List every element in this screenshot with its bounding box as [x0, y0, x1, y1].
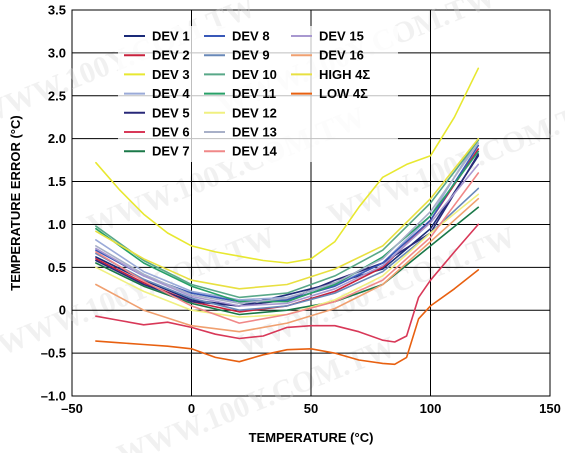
x-tick-label: 0 — [188, 401, 195, 416]
y-tick-label: –1.0 — [41, 389, 66, 404]
legend-label: DEV 2 — [152, 48, 190, 63]
legend: DEV 1 DEV 2 DEV 3 DEV 4 DEV 5 DEV 6 DEV 7 DEV 8… — [118, 26, 398, 162]
series-line-dev-3 — [95, 67, 480, 264]
y-tick-label: 1.0 — [48, 217, 66, 232]
legend-background — [118, 26, 398, 162]
legend-label: DEV 10 — [232, 67, 277, 82]
series-line-dev-9 — [95, 187, 480, 312]
y-tick-label: 3.5 — [48, 3, 66, 18]
series-line-low-4- — [95, 269, 480, 366]
x-axis-ticks: –50 0 50 100 150 — [61, 401, 561, 416]
legend-label: DEV 11 — [232, 86, 276, 101]
y-tick-label: 3.0 — [48, 45, 66, 60]
legend-label: DEV 16 — [319, 48, 364, 63]
legend-label: HIGH 4Σ — [319, 67, 370, 82]
legend-label: DEV 9 — [232, 48, 270, 63]
y-tick-label: –0.5 — [41, 346, 66, 361]
x-tick-label: 100 — [420, 401, 442, 416]
series-line-high-4- — [95, 137, 480, 290]
series-line-dev-6 — [95, 223, 480, 343]
series-line-dev-13 — [95, 142, 480, 305]
series-line-dev-11 — [95, 150, 480, 303]
legend-label: DEV 1 — [152, 29, 190, 44]
y-tick-label: 0 — [59, 303, 66, 318]
x-axis-title: TEMPERATURE (°C) — [249, 430, 374, 445]
series-line-dev-16 — [95, 197, 480, 333]
y-tick-label: 2.5 — [48, 88, 66, 103]
series-line-dev-10 — [95, 139, 480, 299]
y-axis-ticks: 3.5 3.0 2.5 2.0 1.5 1.0 0.5 0 –0.5 –1.0 — [41, 3, 66, 404]
legend-label: DEV 6 — [152, 125, 190, 140]
series-lines — [95, 67, 480, 366]
y-axis-title: TEMPERATURE ERROR (°C) — [8, 115, 23, 290]
series-line-dev-7 — [95, 206, 480, 316]
legend-label: DEV 5 — [152, 105, 190, 120]
x-tick-label: –50 — [61, 401, 83, 416]
legend-label: DEV 13 — [232, 125, 277, 140]
legend-label: DEV 12 — [232, 105, 277, 120]
series-line-dev-15 — [95, 163, 480, 307]
legend-label: DEV 15 — [319, 29, 364, 44]
legend-label: LOW 4Σ — [319, 86, 368, 101]
legend-label: DEV 8 — [232, 29, 270, 44]
x-tick-label: 50 — [304, 401, 318, 416]
legend-label: DEV 3 — [152, 67, 190, 82]
series-line-dev-14 — [95, 172, 480, 324]
legend-label: DEV 14 — [232, 144, 278, 159]
y-tick-label: 2.0 — [48, 131, 66, 146]
legend-label: DEV 4 — [152, 86, 190, 101]
x-tick-label: 150 — [539, 401, 561, 416]
legend-label: DEV 7 — [152, 144, 190, 159]
y-tick-label: 1.5 — [48, 174, 66, 189]
y-tick-label: 0.5 — [48, 260, 66, 275]
